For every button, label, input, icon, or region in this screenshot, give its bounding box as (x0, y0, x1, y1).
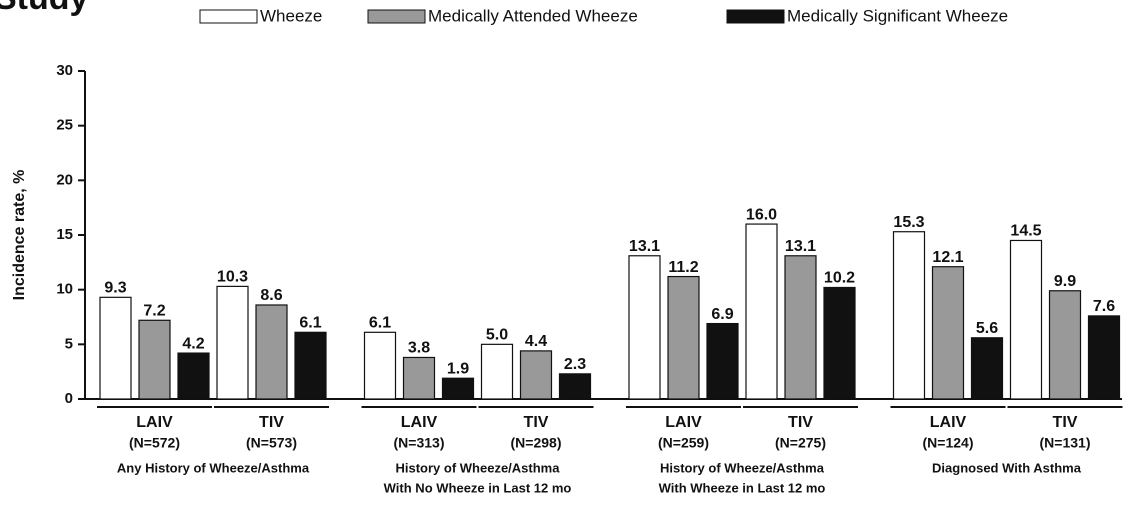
legend-label: Wheeze (260, 6, 322, 25)
value-label: 14.5 (1010, 223, 1041, 240)
x-tick-label: LAIV (136, 414, 173, 431)
group-label: With Wheeze in Last 12 mo (659, 480, 826, 495)
bar (706, 322, 739, 400)
value-label: 5.0 (486, 327, 508, 344)
x-tick-count: (N=275) (775, 435, 826, 451)
bar (667, 275, 700, 400)
chart-title: Study (0, 0, 89, 17)
legend-swatch (367, 9, 426, 24)
y-tick-label: 5 (65, 335, 73, 352)
value-label: 10.2 (824, 270, 855, 287)
value-label: 6.1 (369, 315, 391, 332)
bar (99, 296, 132, 400)
group-label: History of Wheeze/Asthma (660, 460, 825, 475)
bar (138, 319, 171, 400)
bar (931, 266, 965, 400)
x-tick-label: TIV (259, 414, 284, 431)
x-tick-label: LAIV (665, 414, 702, 431)
legend-swatch (726, 9, 785, 24)
y-tick-label: 15 (56, 226, 73, 243)
bar (177, 352, 210, 400)
value-label: 15.3 (893, 214, 924, 231)
y-tick-label: 0 (65, 390, 73, 407)
bar (363, 331, 397, 400)
value-label: 6.9 (711, 306, 733, 323)
group-label: Diagnosed With Asthma (932, 460, 1082, 475)
x-tick-count: (N=298) (511, 435, 562, 451)
x-tick-label: LAIV (401, 414, 438, 431)
x-tick-label: LAIV (930, 414, 967, 431)
bar (745, 223, 778, 400)
group-label: With No Wheeze in Last 12 mo (384, 480, 572, 495)
x-tick-label: TIV (524, 414, 549, 431)
y-tick-label: 10 (56, 281, 73, 298)
value-label: 13.1 (629, 238, 660, 255)
bar (823, 286, 856, 400)
value-label: 10.3 (217, 269, 248, 286)
value-label: 6.1 (299, 315, 321, 332)
y-tick-label: 20 (56, 171, 73, 188)
bar (480, 343, 514, 400)
value-label: 1.9 (447, 360, 469, 377)
x-tick-count: (N=131) (1040, 435, 1091, 451)
value-label: 7.6 (1093, 298, 1115, 315)
value-label: 11.2 (668, 259, 698, 276)
bar (402, 356, 436, 400)
x-tick-count: (N=124) (923, 435, 974, 451)
y-tick-label: 30 (56, 62, 73, 79)
bar (784, 255, 817, 400)
bar (1009, 239, 1043, 400)
x-tick-count: (N=573) (246, 435, 297, 451)
legend-label: Medically Attended Wheeze (428, 6, 638, 25)
bar (628, 255, 661, 400)
bar (255, 304, 288, 400)
y-axis-label: Incidence rate, % (11, 170, 28, 301)
legend-swatch (199, 9, 258, 24)
x-tick-count: (N=313) (394, 435, 445, 451)
value-label: 7.2 (143, 302, 165, 319)
bar (519, 350, 553, 400)
value-label: 9.9 (1054, 273, 1076, 290)
bar (1087, 315, 1121, 400)
value-label: 9.3 (104, 280, 126, 297)
bar (1048, 290, 1082, 400)
value-label: 4.2 (182, 335, 204, 352)
value-label: 8.6 (260, 287, 282, 304)
bar (294, 331, 327, 400)
bar (441, 377, 475, 400)
x-tick-label: TIV (1053, 414, 1078, 431)
x-tick-count: (N=259) (658, 435, 709, 451)
value-label: 16.0 (746, 206, 777, 223)
group-label: Any History of Wheeze/Asthma (117, 460, 310, 475)
value-label: 13.1 (785, 238, 816, 255)
y-tick-label: 25 (56, 117, 73, 134)
value-label: 2.3 (564, 356, 586, 373)
value-label: 12.1 (932, 249, 963, 266)
bar (216, 285, 249, 400)
x-tick-label: TIV (788, 414, 813, 431)
value-label: 3.8 (408, 340, 430, 357)
bar (970, 337, 1004, 400)
bar (558, 373, 592, 400)
bar (892, 231, 926, 400)
value-label: 4.4 (525, 333, 547, 350)
x-tick-count: (N=572) (129, 435, 180, 451)
legend-label: Medically Significant Wheeze (787, 6, 1008, 25)
value-label: 5.6 (976, 320, 998, 337)
group-label: History of Wheeze/Asthma (396, 460, 561, 475)
